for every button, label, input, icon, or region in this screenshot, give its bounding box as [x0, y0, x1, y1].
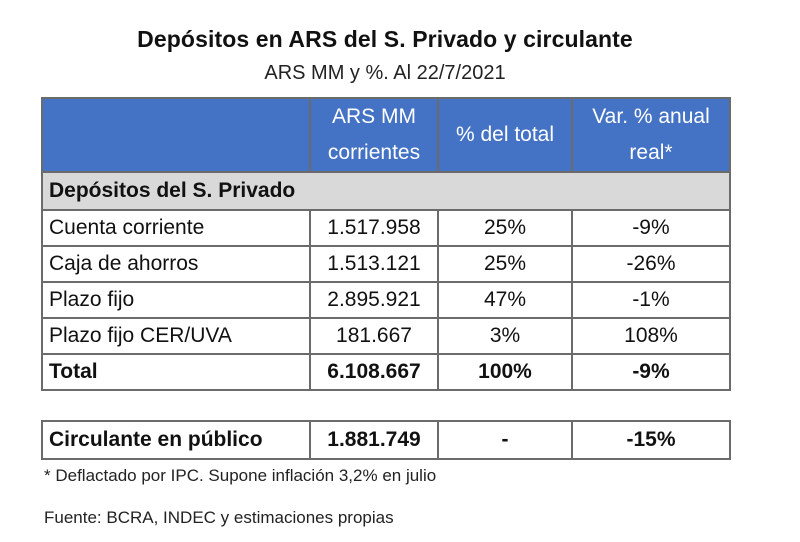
- circulante-pct: -: [437, 420, 573, 460]
- total-row: Total 6.108.667 100% -9%: [41, 353, 731, 391]
- header-blank: [41, 97, 311, 173]
- row-ars: 1.517.958: [309, 209, 439, 247]
- header-ars-mm: ARS MM corrientes: [309, 97, 439, 173]
- row-label: Cuenta corriente: [41, 209, 311, 247]
- header-row: ARS MM corrientes % del total Var. % anu…: [41, 97, 731, 173]
- total-label: Total: [41, 353, 311, 391]
- section-row: Depósitos del S. Privado: [41, 171, 731, 211]
- table-row: Plazo fijo CER/UVA 181.667 3% 108%: [41, 317, 731, 355]
- header-ars-mm-line1: ARS MM: [332, 105, 416, 128]
- footnote: * Deflactado por IPC. Supone inflación 3…: [44, 466, 437, 485]
- table-row: Plazo fijo 2.895.921 47% -1%: [41, 281, 731, 319]
- circulante-var: -15%: [571, 420, 731, 460]
- row-ars: 2.895.921: [309, 281, 439, 319]
- header-var-anual-line2: real*: [629, 141, 673, 164]
- total-ars: 6.108.667: [309, 353, 439, 391]
- row-var: -1%: [571, 281, 731, 319]
- deposits-table: ARS MM corrientes % del total Var. % anu…: [41, 97, 731, 391]
- row-pct: 25%: [437, 209, 573, 247]
- source-note: Fuente: BCRA, INDEC y estimaciones propi…: [44, 508, 394, 527]
- row-ars: 1.513.121: [309, 245, 439, 283]
- header-ars-mm-line2: corrientes: [327, 141, 421, 164]
- circulante-label: Circulante en público: [41, 420, 311, 460]
- row-ars: 181.667: [309, 317, 439, 355]
- total-pct: 100%: [437, 353, 573, 391]
- table-title: Depósitos en ARS del S. Privado y circul…: [137, 26, 633, 52]
- row-var: 108%: [571, 317, 731, 355]
- row-label: Plazo fijo CER/UVA: [41, 317, 311, 355]
- table-row: Cuenta corriente 1.517.958 25% -9%: [41, 209, 731, 247]
- table-row: Caja de ahorros 1.513.121 25% -26%: [41, 245, 731, 283]
- header-pct-total: % del total: [437, 97, 573, 173]
- row-label: Plazo fijo: [41, 281, 311, 319]
- section-label: Depósitos del S. Privado: [41, 171, 731, 211]
- table-subtitle: ARS MM y %. Al 22/7/2021: [264, 62, 506, 84]
- header-var-anual-line1: Var. % anual: [592, 105, 710, 128]
- circulante-ars: 1.881.749: [309, 420, 439, 460]
- row-pct: 3%: [437, 317, 573, 355]
- total-var: -9%: [571, 353, 731, 391]
- row-pct: 47%: [437, 281, 573, 319]
- row-label: Caja de ahorros: [41, 245, 311, 283]
- circulante-table: Circulante en público 1.881.749 - -15%: [41, 420, 731, 460]
- row-var: -26%: [571, 245, 731, 283]
- row-var: -9%: [571, 209, 731, 247]
- header-var-anual: Var. % anual real*: [571, 97, 731, 173]
- circulante-row: Circulante en público 1.881.749 - -15%: [41, 420, 731, 460]
- row-pct: 25%: [437, 245, 573, 283]
